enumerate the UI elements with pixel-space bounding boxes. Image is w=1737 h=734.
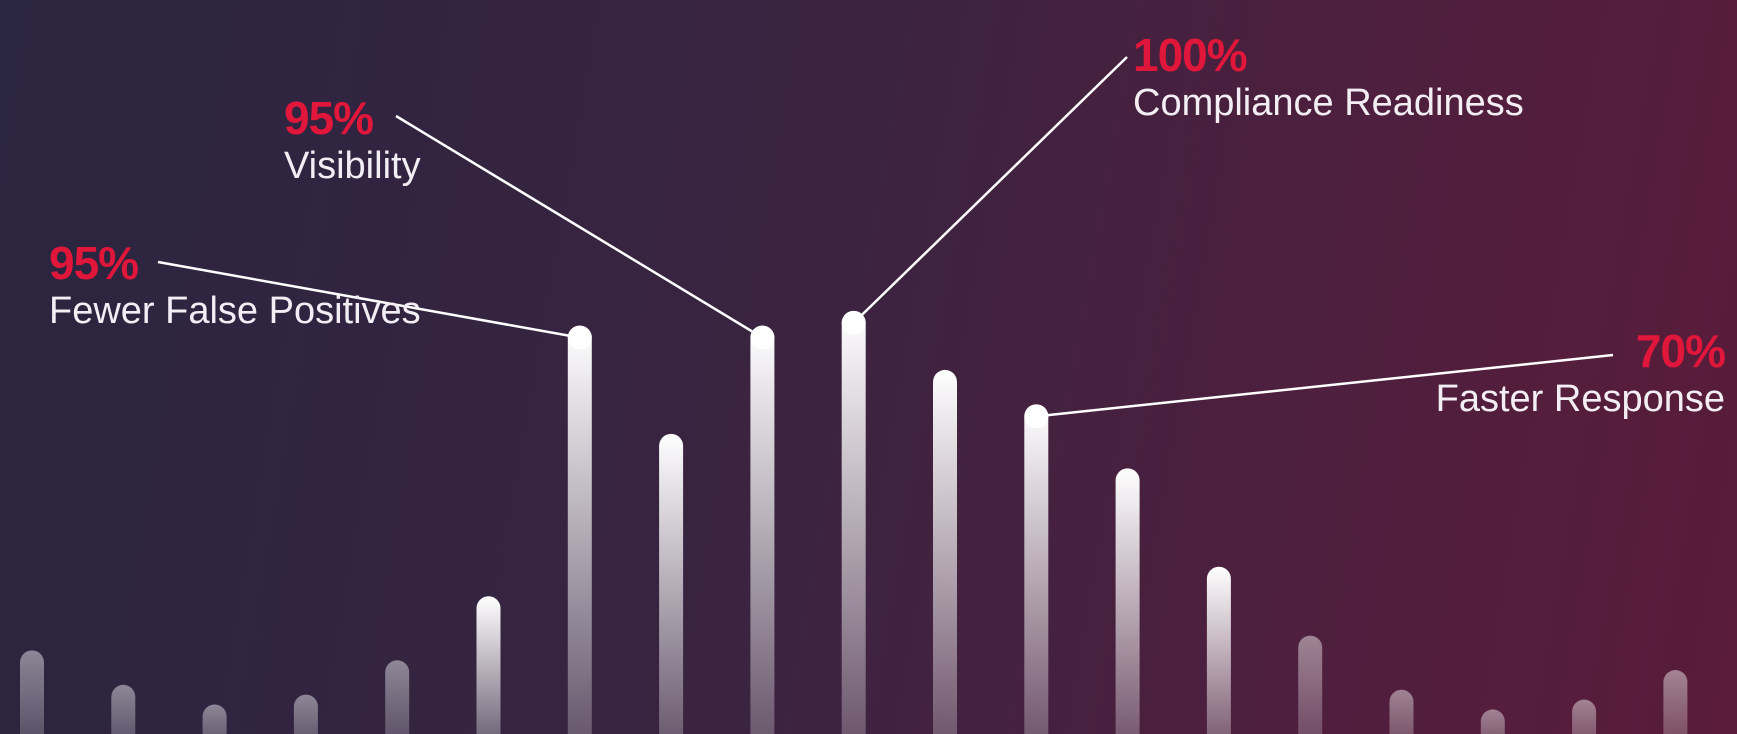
callout-label: Compliance Readiness xyxy=(1133,82,1524,124)
leader-line-3 xyxy=(1036,353,1614,418)
leader-dot-0 xyxy=(567,325,592,350)
leader-line-0 xyxy=(157,260,581,339)
callout-value: 95% xyxy=(49,237,139,289)
bar-2 xyxy=(202,704,227,734)
bars-group xyxy=(20,310,1688,734)
bar-8 xyxy=(750,325,775,734)
leader-line-1 xyxy=(395,114,764,339)
bar-4 xyxy=(385,660,410,734)
bar-10 xyxy=(933,369,957,734)
bar-18 xyxy=(1663,670,1688,734)
leader-dot-2 xyxy=(841,310,866,335)
callout-label: Visibility xyxy=(284,145,421,187)
bar-9 xyxy=(841,310,866,734)
callout-label: Fewer False Positives xyxy=(49,290,421,332)
callout-visibility: 95% Visibility xyxy=(284,95,421,185)
callout-fewer-false-positives: 95% Fewer False Positives xyxy=(49,240,421,330)
bar-12 xyxy=(1115,468,1140,734)
callout-value: 95% xyxy=(284,92,374,144)
bar-1 xyxy=(111,684,136,734)
bar-16 xyxy=(1480,709,1505,734)
leader-dot-1 xyxy=(750,325,775,350)
bar-15 xyxy=(1389,689,1414,734)
callout-value: 70% xyxy=(1635,325,1726,377)
leader-line-2 xyxy=(852,56,1128,324)
bar-14 xyxy=(1298,635,1323,734)
bar-13 xyxy=(1206,566,1231,734)
callout-value: 100% xyxy=(1133,29,1248,81)
leader-dot-3 xyxy=(1024,404,1049,429)
bar-0 xyxy=(20,650,44,734)
bar-17 xyxy=(1572,699,1597,734)
bar-5 xyxy=(476,596,501,734)
callout-compliance-readiness: 100% Compliance Readiness xyxy=(1133,32,1524,122)
bar-11 xyxy=(1024,404,1049,734)
bar-7 xyxy=(659,433,684,734)
leader-lines-group xyxy=(157,56,1614,429)
callout-faster-response: 70% Faster Response xyxy=(1435,325,1726,420)
callout-label: Faster Response xyxy=(1435,378,1725,420)
bar-3 xyxy=(293,694,318,734)
bar-6 xyxy=(567,325,592,734)
